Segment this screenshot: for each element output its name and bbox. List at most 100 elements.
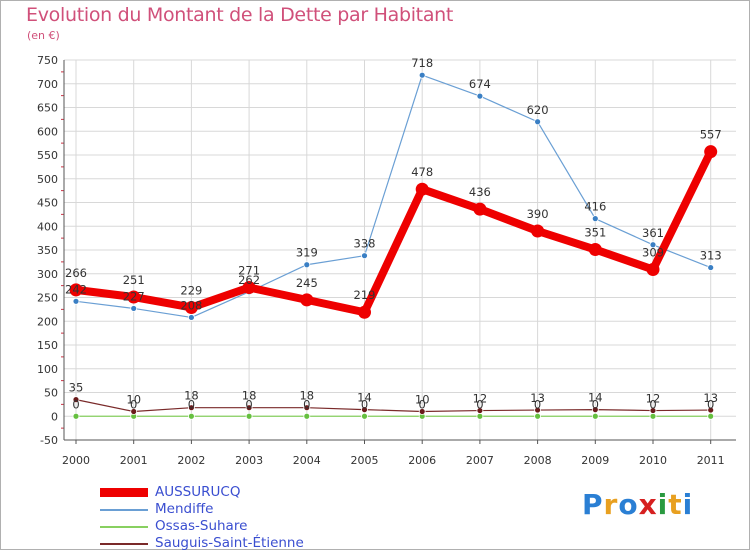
data-label: 361 (642, 226, 664, 240)
data-point (649, 241, 657, 249)
data-label: 0 (303, 397, 310, 411)
data-label: 0 (707, 397, 714, 411)
y-tick-labels: -50 0 50 100 150 200 250 300 350 400 450 500 550 600 6… (37, 54, 58, 447)
data-point (187, 404, 195, 412)
legend-swatch (100, 543, 148, 545)
data-point (588, 243, 602, 257)
legend-label: Mendiffe (155, 501, 214, 517)
data-point (130, 305, 138, 312)
data-point (184, 300, 198, 314)
y-tick-label: 150 (37, 339, 58, 352)
x-tick-label: 2003 (235, 454, 263, 467)
data-point (415, 182, 429, 196)
legend-swatch (100, 526, 148, 528)
data-point (69, 283, 83, 297)
logo-letter: r (603, 488, 619, 521)
data-label: 0 (534, 397, 541, 411)
data-point (707, 264, 715, 271)
data-point (707, 412, 715, 420)
data-label: 10 (415, 393, 430, 407)
data-label: 35 (69, 381, 84, 395)
data-label: 242 (65, 282, 87, 296)
data-point (361, 412, 368, 420)
data-label: 338 (354, 237, 376, 251)
data-point (72, 396, 80, 404)
data-label: 416 (584, 200, 606, 214)
logo-letter: P (582, 488, 604, 521)
data-labels: 242 227 208 262 319 338 718 674 620 416 361 313 0 0 0 0… (65, 56, 722, 411)
data-point (242, 281, 256, 295)
y-tick-label: 450 (37, 197, 58, 210)
y-tick-label: 750 (37, 54, 58, 67)
data-point (303, 412, 311, 420)
data-label: 620 (527, 103, 549, 117)
data-point (476, 412, 484, 420)
logo-letter: t (668, 488, 683, 521)
data-label: 309 (642, 245, 664, 259)
data-point (534, 118, 541, 126)
y-tick-label: 550 (37, 149, 58, 162)
data-label: 313 (700, 249, 722, 263)
proxiti-logo: Proxiti (582, 488, 693, 521)
data-point (646, 262, 660, 276)
data-label: 18 (242, 389, 257, 403)
data-label: 319 (296, 246, 318, 260)
data-point (704, 145, 718, 159)
data-label: 18 (299, 389, 314, 403)
y-tick-label: 600 (37, 125, 58, 138)
chart-title: Evolution du Montant de la Dette par Hab… (26, 4, 454, 26)
legend-label: Ossas-Suhare (155, 518, 248, 534)
data-point (303, 261, 311, 269)
y-tick-label: 300 (37, 268, 58, 281)
data-label: 0 (130, 397, 137, 411)
y-tick-label: 0 (51, 410, 58, 423)
data-label: 351 (584, 226, 606, 240)
data-label: 229 (180, 283, 202, 297)
data-label: 245 (296, 276, 318, 290)
data-label: 0 (245, 397, 252, 411)
data-label: 0 (476, 397, 483, 411)
data-point (127, 290, 141, 304)
data-point (534, 406, 541, 414)
y-tick-label: 400 (37, 220, 58, 233)
logo-letter: i (657, 488, 669, 521)
y-tick-label: 50 (44, 387, 58, 400)
data-label: 12 (646, 392, 661, 406)
x-tick-label: 2005 (351, 454, 379, 467)
legend-swatch (100, 509, 148, 511)
data-point (418, 71, 426, 79)
data-label: 219 (354, 288, 376, 302)
data-point (534, 412, 541, 420)
data-label: 674 (469, 77, 491, 91)
data-label: 13 (703, 391, 718, 405)
data-label: 0 (361, 397, 368, 411)
x-tick-label: 2011 (697, 454, 725, 467)
y-tick-label: 500 (37, 173, 58, 186)
series-line-aussurucq (75, 149, 715, 317)
data-label: 227 (123, 289, 145, 303)
data-label: 557 (700, 128, 722, 142)
data-label: 262 (238, 273, 260, 287)
data-label: 0 (649, 397, 656, 411)
y-tick-label: 700 (37, 78, 58, 91)
x-tick-label: 2006 (408, 454, 436, 467)
data-label: 266 (65, 266, 87, 280)
series-lines (69, 71, 718, 420)
y-tick-label: 250 (37, 292, 58, 305)
logo-letter: x (638, 488, 658, 521)
data-point (418, 408, 426, 415)
x-tick-label: 2007 (466, 454, 494, 467)
x-tick-label: 2001 (120, 454, 148, 467)
data-point (591, 406, 599, 414)
data-point (187, 412, 195, 420)
grid (64, 59, 736, 441)
axes (61, 60, 736, 444)
data-label: 436 (469, 185, 491, 199)
data-point (245, 412, 253, 420)
data-label: 14 (357, 391, 372, 405)
data-point (531, 224, 545, 238)
data-label: 390 (527, 207, 549, 221)
legend-swatch (100, 488, 148, 497)
data-point (245, 404, 253, 412)
data-point (591, 412, 599, 420)
